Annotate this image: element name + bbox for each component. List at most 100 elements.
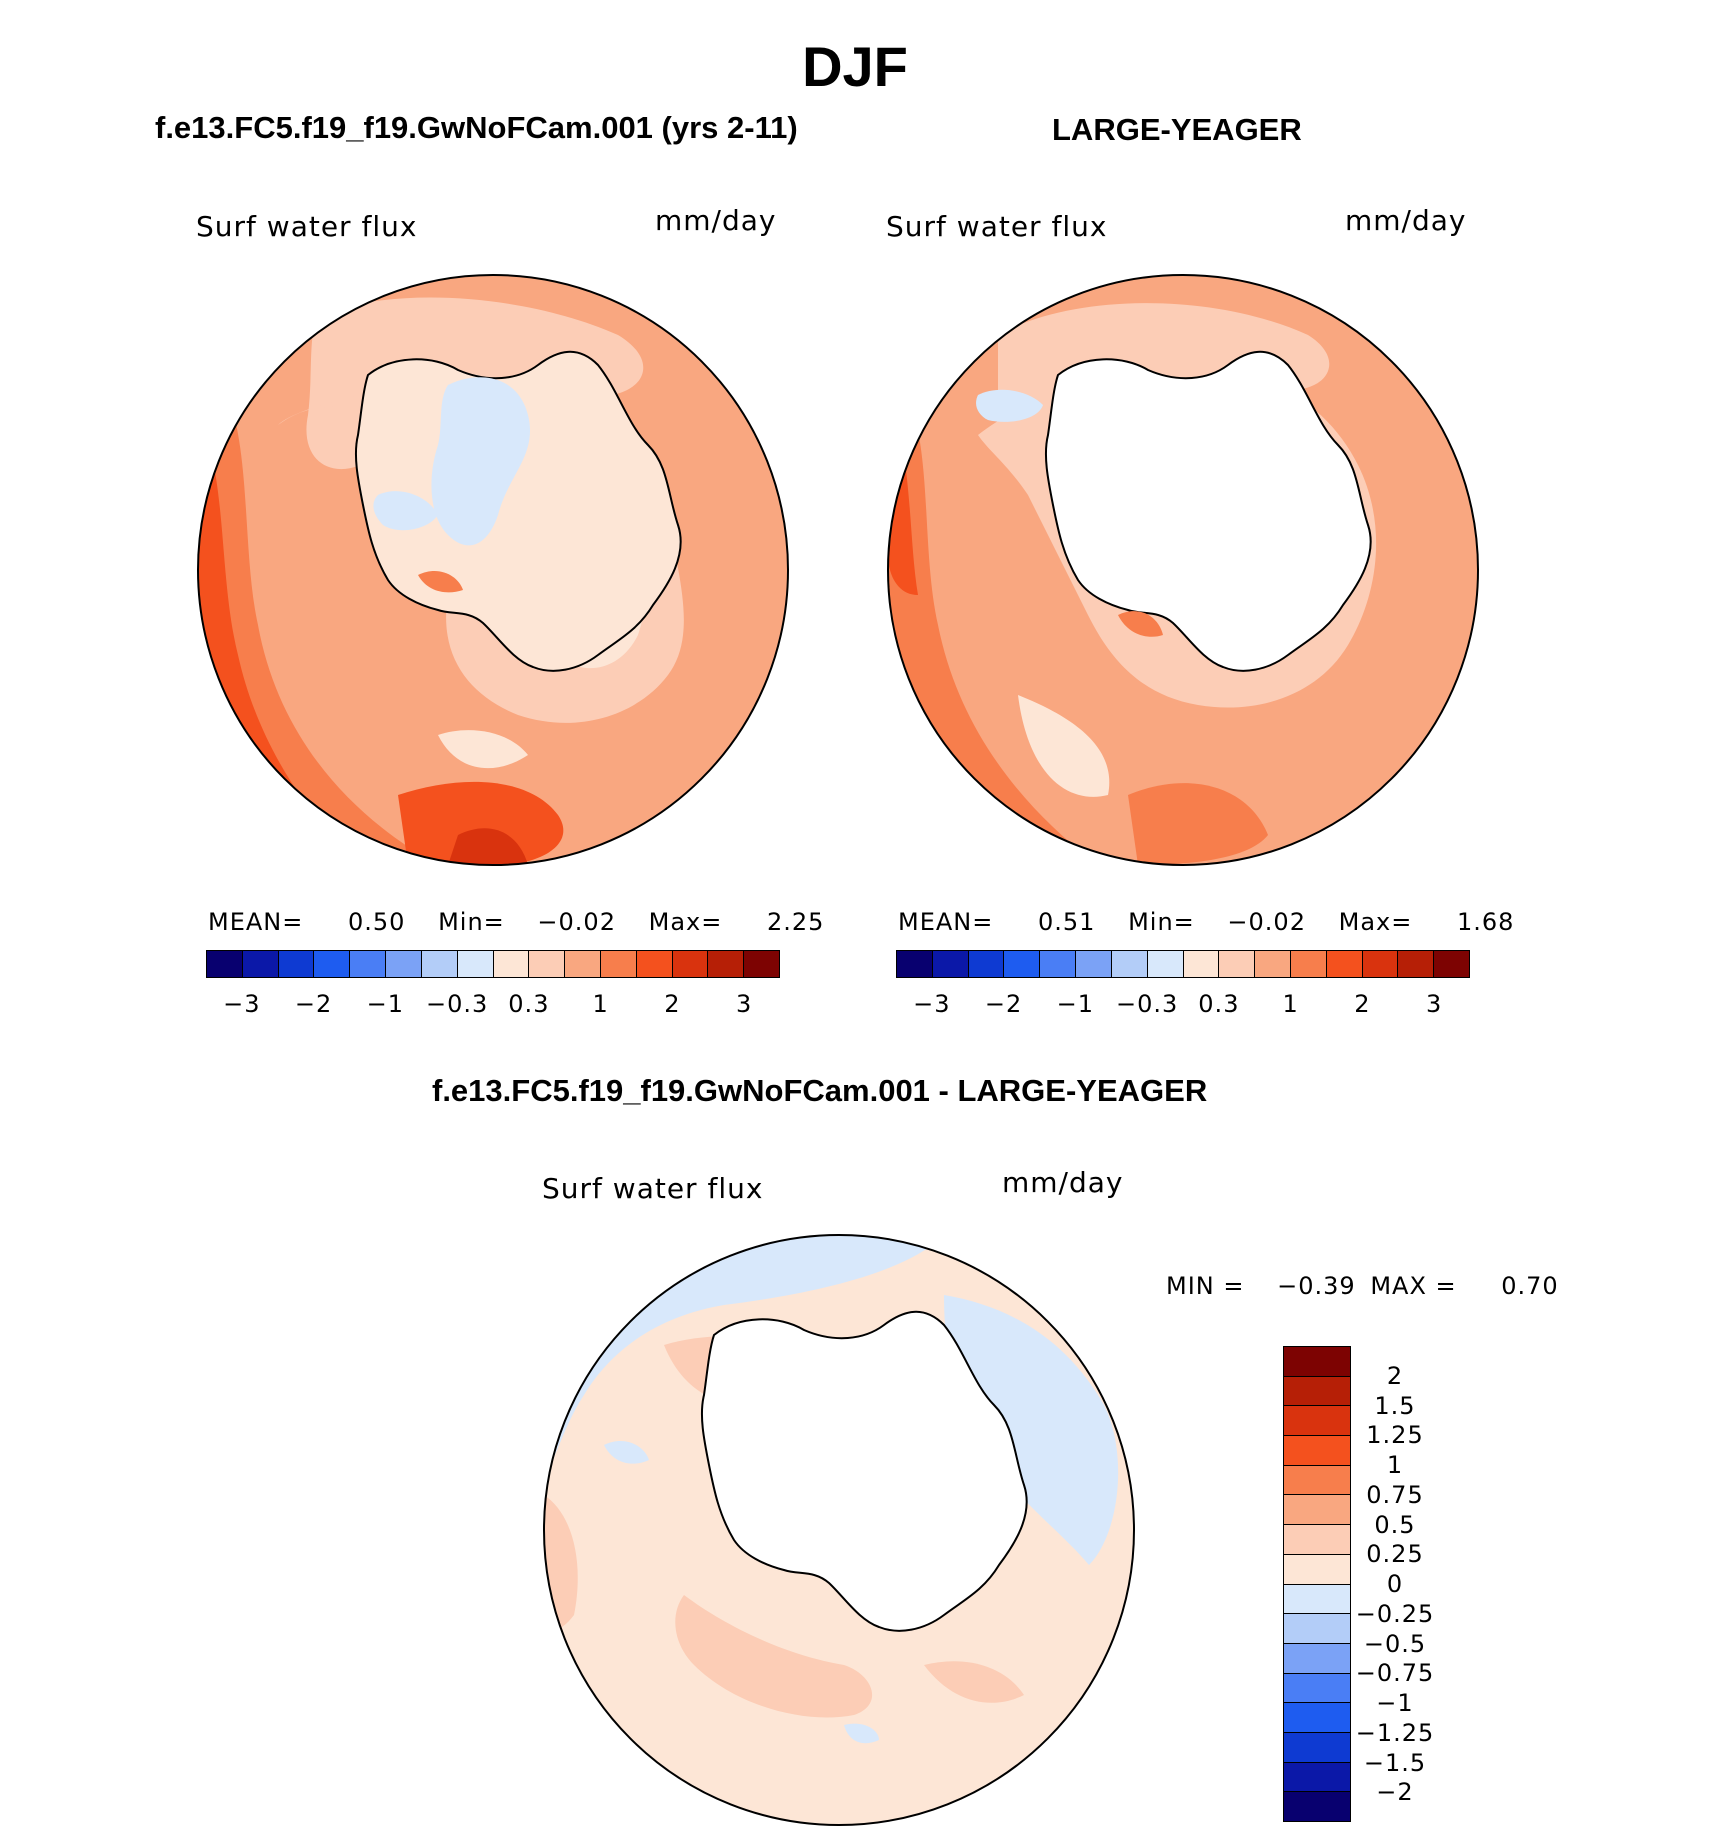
left-min-label: Min= xyxy=(438,908,505,936)
left-colorbar-swatch xyxy=(744,951,779,977)
left-colorbar-swatch xyxy=(636,951,673,977)
right-map-region-weddell xyxy=(1118,611,1163,637)
right-colorbar-tick-label: −0.3 xyxy=(1115,990,1179,1018)
left-colorbar-tick-label: 2 xyxy=(664,990,681,1018)
left-map-border xyxy=(197,274,789,866)
diff-colorbar-swatch xyxy=(1284,1554,1350,1585)
diff-units-label: mm/day xyxy=(1002,1166,1124,1199)
left-colorbar-swatch xyxy=(207,951,243,977)
left-colorbar-swatch xyxy=(600,951,637,977)
diff-colorbar-tick-label: −1 xyxy=(1376,1689,1414,1717)
diff-colorbar-swatch xyxy=(1284,1732,1350,1763)
left-colorbar-swatch xyxy=(708,951,745,977)
diff-colorbar xyxy=(1283,1346,1351,1822)
left-colorbar-tick-label: −2 xyxy=(294,990,333,1018)
right-colorbar-swatch xyxy=(1219,951,1256,977)
left-map-region-weddell xyxy=(418,570,463,593)
right-colorbar-swatch xyxy=(932,951,969,977)
diff-colorbar-swatch xyxy=(1284,1673,1350,1704)
right-colorbar-swatch xyxy=(1076,951,1112,977)
left-max-value: 2.25 xyxy=(766,908,825,936)
right-map-border xyxy=(887,274,1479,866)
right-stats: MEAN= 0.51 Min= −0.02 Max= 1.68 xyxy=(898,908,1514,936)
page-title: DJF xyxy=(802,35,908,98)
diff-colorbar-tick-label: 0.25 xyxy=(1366,1540,1424,1569)
left-map-antarctica xyxy=(354,350,682,672)
diff-colorbar-swatch xyxy=(1284,1703,1350,1733)
right-colorbar-swatch xyxy=(1255,951,1291,977)
diff-colorbar-tick-label: 0.5 xyxy=(1374,1510,1416,1539)
left-map-region-south-dark xyxy=(448,828,528,865)
right-colorbar-ticks: −3 −2 −1 −0.3 0.3 1 2 3 xyxy=(896,990,1470,1020)
right-colorbar-swatch xyxy=(1004,951,1041,977)
right-polar-map xyxy=(887,274,1479,866)
right-colorbar-swatch xyxy=(1398,951,1435,977)
right-colorbar-tick-label: 2 xyxy=(1354,990,1371,1018)
right-colorbar xyxy=(896,950,1470,978)
right-mean-label: MEAN= xyxy=(898,908,994,936)
right-colorbar-swatch xyxy=(1183,951,1220,977)
diff-min-label: MIN = xyxy=(1166,1272,1245,1300)
diff-colorbar-tick-label: −2 xyxy=(1376,1778,1414,1807)
left-polar-map xyxy=(197,274,789,866)
right-variable-label: Surf water flux xyxy=(886,210,1108,243)
right-map-region-south xyxy=(1128,783,1268,865)
diff-colorbar-tick-label: −0.75 xyxy=(1355,1659,1435,1688)
diff-polar-map xyxy=(543,1234,1135,1826)
right-colorbar-swatch xyxy=(1326,951,1363,977)
diff-colorbar-swatch xyxy=(1284,1465,1350,1496)
left-map-region-south xyxy=(398,781,564,865)
diff-colorbar-swatch xyxy=(1284,1584,1350,1615)
right-colorbar-tick-label: −3 xyxy=(913,990,951,1018)
left-colorbar-swatch xyxy=(350,951,387,977)
diff-colorbar-swatch xyxy=(1284,1643,1350,1674)
right-colorbar-tick-label: 3 xyxy=(1425,990,1443,1018)
diff-variable-label: Surf water flux xyxy=(542,1172,764,1205)
diff-map-region-negative-patch-west xyxy=(604,1440,649,1464)
diff-map-region-east-negative xyxy=(944,1295,1119,1565)
left-colorbar-swatch xyxy=(529,951,566,977)
right-colorbar-tick-label: −2 xyxy=(984,990,1023,1018)
diff-colorbar-tick-label: −0.25 xyxy=(1355,1599,1435,1628)
diff-map-region-negative-patch-south xyxy=(844,1723,879,1744)
left-max-label: Max= xyxy=(648,908,723,936)
left-colorbar-swatch xyxy=(421,951,458,977)
left-mean-label: MEAN= xyxy=(208,908,304,936)
diff-colorbar-swatch xyxy=(1284,1614,1350,1644)
diff-colorbar-tick-label: 2 xyxy=(1386,1361,1404,1390)
right-min-label: Min= xyxy=(1128,908,1195,936)
left-colorbar-tick-label: −0.3 xyxy=(425,990,489,1018)
diff-colorbar-tick-label: 0 xyxy=(1386,1570,1404,1598)
diff-stats: MIN = −0.39 MAX = 0.70 xyxy=(1166,1272,1559,1300)
left-colorbar-swatch xyxy=(386,951,422,977)
diff-colorbar-swatch xyxy=(1284,1347,1350,1377)
left-colorbar-ticks: −3 −2 −1 −0.3 0.3 1 2 3 xyxy=(206,990,780,1020)
right-colorbar-swatch xyxy=(1290,951,1327,977)
right-units-label: mm/day xyxy=(1345,204,1467,237)
right-panel-title: LARGE-YEAGER xyxy=(1052,112,1302,147)
right-min-value: −0.02 xyxy=(1227,908,1306,936)
diff-colorbar-swatch xyxy=(1284,1792,1350,1821)
diff-map-region-positive-south xyxy=(675,1595,873,1718)
left-colorbar-tick-label: 0.3 xyxy=(508,990,550,1018)
left-units-label: mm/day xyxy=(655,204,777,237)
diff-colorbar-swatch xyxy=(1284,1762,1350,1793)
diff-map-border xyxy=(543,1234,1135,1826)
left-colorbar-swatch xyxy=(672,951,709,977)
right-colorbar-swatch xyxy=(897,951,933,977)
diff-colorbar-tick-label: −0.5 xyxy=(1363,1629,1427,1658)
left-colorbar-tick-label: 3 xyxy=(735,990,753,1018)
diff-colorbar-swatch xyxy=(1284,1376,1350,1407)
diff-colorbar-ticks: 2 1.5 1.25 1 0.75 0.5 0.25 0 −0.25 −0.5 −0.75 −1 −1.… xyxy=(1350,1346,1440,1822)
left-map-region-negative-patch xyxy=(373,491,438,531)
right-map-region-negative-patch xyxy=(976,389,1043,422)
left-colorbar-swatch xyxy=(493,951,530,977)
diff-map-antarctica xyxy=(700,1310,1028,1632)
right-max-value: 1.68 xyxy=(1456,908,1515,936)
right-colorbar-swatch xyxy=(968,951,1005,977)
diff-colorbar-tick-label: 1.25 xyxy=(1366,1421,1424,1450)
left-colorbar-tick-label: 1 xyxy=(592,990,609,1018)
right-colorbar-swatch xyxy=(1147,951,1184,977)
left-colorbar-swatch xyxy=(242,951,279,977)
left-colorbar-tick-label: −1 xyxy=(366,990,405,1018)
